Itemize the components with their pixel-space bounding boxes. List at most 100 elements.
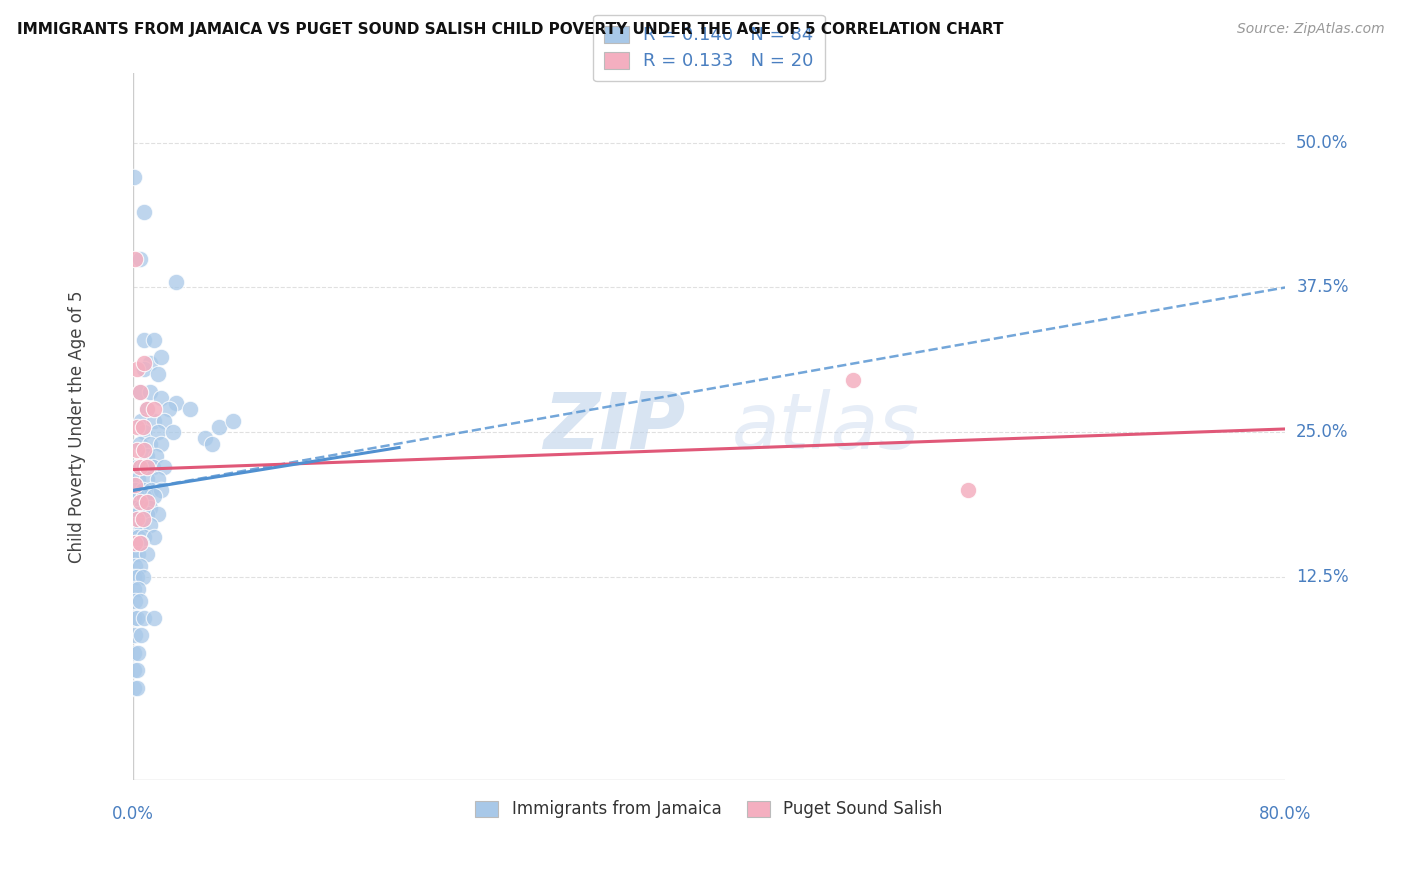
Point: [122, 663, 145, 677]
Point: [128, 384, 150, 399]
Point: [136, 495, 159, 509]
Point: [122, 646, 145, 660]
Point: [132, 356, 155, 370]
Point: [132, 442, 155, 457]
Point: [136, 547, 159, 561]
Point: [128, 535, 150, 549]
Point: [129, 518, 152, 533]
Point: [153, 460, 176, 475]
Point: [124, 518, 146, 533]
Point: [208, 419, 231, 434]
Point: [148, 472, 170, 486]
Point: [131, 570, 153, 584]
Point: [179, 402, 201, 417]
Point: [139, 500, 162, 515]
Point: [143, 333, 166, 347]
Point: [143, 489, 166, 503]
Text: ZIP: ZIP: [544, 389, 686, 465]
Point: [127, 646, 149, 660]
Point: [127, 530, 149, 544]
Point: [143, 530, 166, 544]
Point: [122, 507, 145, 521]
Point: [125, 512, 148, 526]
Point: [124, 558, 146, 573]
Point: [150, 483, 173, 498]
Point: [153, 414, 176, 428]
Point: [129, 414, 152, 428]
Point: [132, 530, 155, 544]
Point: [127, 472, 149, 486]
Point: [143, 402, 166, 417]
Point: [125, 442, 148, 457]
Text: 37.5%: 37.5%: [1296, 278, 1348, 296]
Point: [125, 489, 148, 503]
Text: 0.0%: 0.0%: [111, 805, 153, 823]
Point: [148, 507, 170, 521]
Point: [957, 483, 980, 498]
Point: [139, 518, 162, 533]
Point: [128, 593, 150, 607]
Legend: Immigrants from Jamaica, Puget Sound Salish: Immigrants from Jamaica, Puget Sound Sal…: [468, 794, 949, 825]
Text: Source: ZipAtlas.com: Source: ZipAtlas.com: [1237, 22, 1385, 37]
Text: 12.5%: 12.5%: [1296, 568, 1348, 586]
Point: [139, 384, 162, 399]
Point: [148, 425, 170, 440]
Point: [125, 460, 148, 475]
Point: [129, 628, 152, 642]
Point: [145, 449, 167, 463]
Text: 50.0%: 50.0%: [1296, 134, 1348, 152]
Point: [132, 425, 155, 440]
Point: [150, 350, 173, 364]
Point: [162, 425, 184, 440]
Point: [842, 373, 865, 387]
Point: [132, 205, 155, 219]
Point: [122, 170, 145, 185]
Point: [125, 419, 148, 434]
Point: [150, 437, 173, 451]
Text: 25.0%: 25.0%: [1296, 424, 1348, 442]
Text: 80.0%: 80.0%: [1258, 805, 1312, 823]
Point: [136, 402, 159, 417]
Point: [222, 414, 245, 428]
Point: [143, 611, 166, 625]
Point: [128, 384, 150, 399]
Point: [136, 507, 159, 521]
Point: [128, 437, 150, 451]
Point: [122, 570, 145, 584]
Point: [128, 558, 150, 573]
Point: [131, 512, 153, 526]
Text: atlas: atlas: [733, 389, 920, 465]
Point: [139, 437, 162, 451]
Point: [141, 483, 163, 498]
Point: [150, 391, 173, 405]
Point: [125, 681, 148, 695]
Point: [127, 582, 149, 596]
Point: [124, 477, 146, 491]
Point: [124, 593, 146, 607]
Point: [122, 611, 145, 625]
Point: [125, 611, 148, 625]
Point: [136, 449, 159, 463]
Point: [136, 460, 159, 475]
Point: [194, 431, 217, 445]
Point: [122, 547, 145, 561]
Point: [136, 472, 159, 486]
Point: [122, 530, 145, 544]
Point: [132, 361, 155, 376]
Point: [124, 252, 146, 266]
Point: [132, 611, 155, 625]
Text: IMMIGRANTS FROM JAMAICA VS PUGET SOUND SALISH CHILD POVERTY UNDER THE AGE OF 5 C: IMMIGRANTS FROM JAMAICA VS PUGET SOUND S…: [17, 22, 1004, 37]
Point: [165, 396, 187, 410]
Point: [136, 402, 159, 417]
Point: [132, 460, 155, 475]
Point: [129, 500, 152, 515]
Point: [148, 368, 170, 382]
Point: [132, 489, 155, 503]
Text: Child Poverty Under the Age of 5: Child Poverty Under the Age of 5: [69, 291, 86, 563]
Point: [127, 547, 149, 561]
Point: [125, 663, 148, 677]
Point: [131, 419, 153, 434]
Point: [124, 535, 146, 549]
Point: [128, 495, 150, 509]
Point: [157, 402, 180, 417]
